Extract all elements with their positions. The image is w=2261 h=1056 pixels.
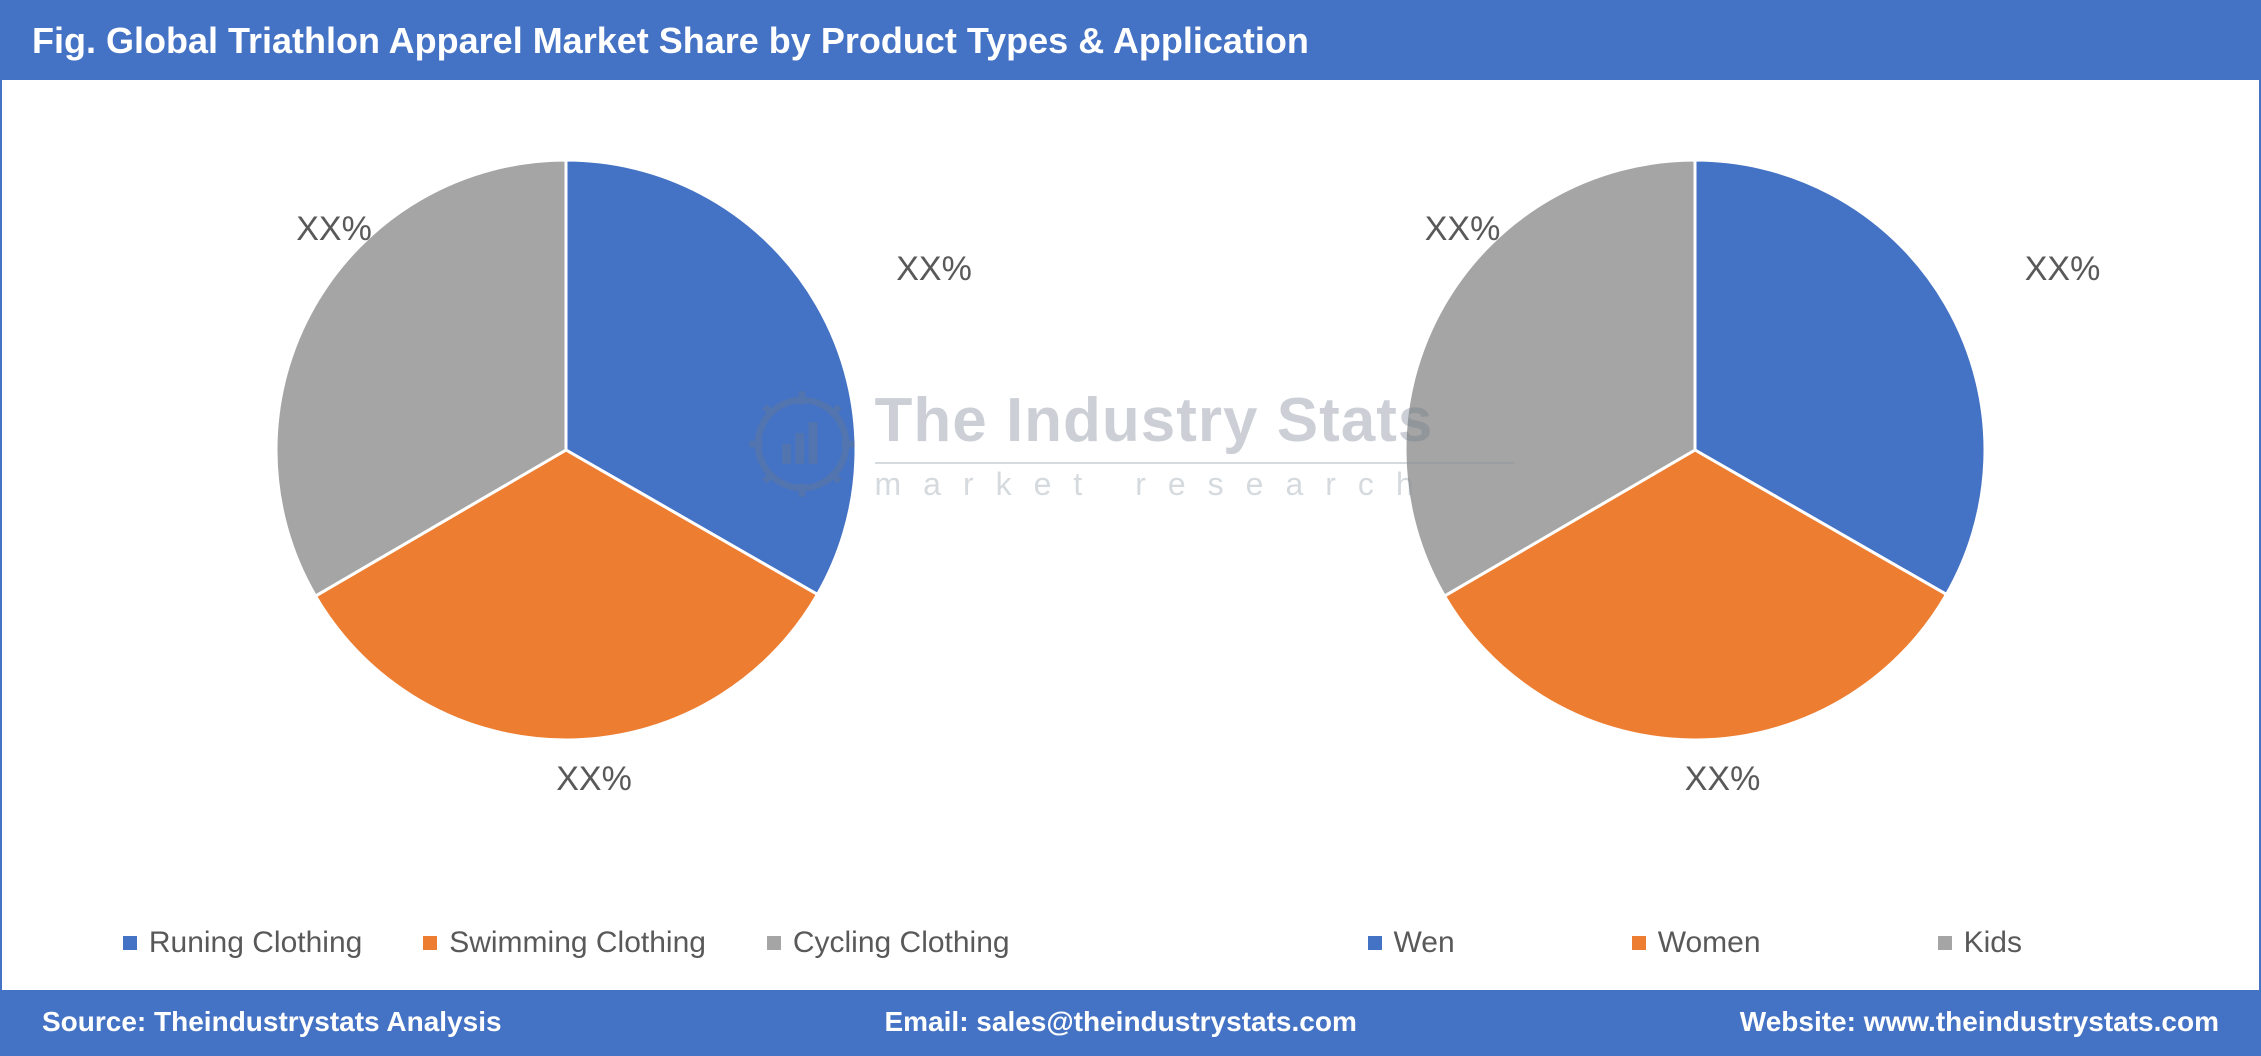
legend-label: Cycling Clothing <box>793 926 1010 960</box>
left-slice-label-0: XX% <box>896 250 972 289</box>
footer-email-label: Email: <box>884 1006 968 1037</box>
figure-title: Fig. Global Triathlon Apparel Market Sha… <box>2 2 2259 80</box>
legend-label: Runing Clothing <box>149 926 362 960</box>
legend-swatch <box>1368 936 1382 950</box>
footer-source: Source: Theindustrystats Analysis <box>42 1006 502 1038</box>
right-pie-panel: XX% XX% XX% Wen Women Kids <box>1131 80 2260 990</box>
legend-swatch <box>423 936 437 950</box>
legend-item: Runing Clothing <box>123 926 362 960</box>
right-slice-label-2: XX% <box>1425 210 1501 249</box>
legend-item: Women <box>1632 926 1761 960</box>
legend-item: Kids <box>1938 926 2022 960</box>
left-pie-wrap: XX% XX% XX% <box>256 140 876 760</box>
footer-source-label: Source: <box>42 1006 146 1037</box>
legend-label: Women <box>1658 926 1761 960</box>
footer-website-value: www.theindustrystats.com <box>1864 1006 2219 1037</box>
legend-swatch <box>1632 936 1646 950</box>
right-slice-label-0: XX% <box>2025 250 2101 289</box>
footer-website: Website: www.theindustrystats.com <box>1740 1006 2219 1038</box>
legend-swatch <box>767 936 781 950</box>
left-pie-panel: XX% XX% XX% Runing Clothing Swimming Clot… <box>2 80 1131 990</box>
right-legend: Wen Women Kids <box>1131 906 2260 990</box>
right-pie-wrap: XX% XX% XX% <box>1385 140 2005 760</box>
footer-email-value: sales@theindustrystats.com <box>976 1006 1357 1037</box>
legend-item: Cycling Clothing <box>767 926 1010 960</box>
legend-item: Wen <box>1368 926 1455 960</box>
left-slice-label-2: XX% <box>296 210 372 249</box>
legend-swatch <box>123 936 137 950</box>
figure-frame: Fig. Global Triathlon Apparel Market Sha… <box>0 0 2261 1056</box>
footer-source-value: Theindustrystats Analysis <box>154 1006 502 1037</box>
left-legend: Runing Clothing Swimming Clothing Cycling … <box>2 906 1131 990</box>
legend-label: Swimming Clothing <box>449 926 706 960</box>
footer-email: Email: sales@theindustrystats.com <box>884 1006 1356 1038</box>
chart-area: The Industry Stats market research XX% X… <box>2 80 2259 990</box>
left-slice-label-1: XX% <box>556 760 632 799</box>
footer-website-label: Website: <box>1740 1006 1856 1037</box>
right-slice-label-1: XX% <box>1685 760 1761 799</box>
legend-label: Wen <box>1394 926 1455 960</box>
footer-bar: Source: Theindustrystats Analysis Email:… <box>2 990 2259 1054</box>
legend-label: Kids <box>1964 926 2022 960</box>
legend-swatch <box>1938 936 1952 950</box>
legend-item: Swimming Clothing <box>423 926 706 960</box>
